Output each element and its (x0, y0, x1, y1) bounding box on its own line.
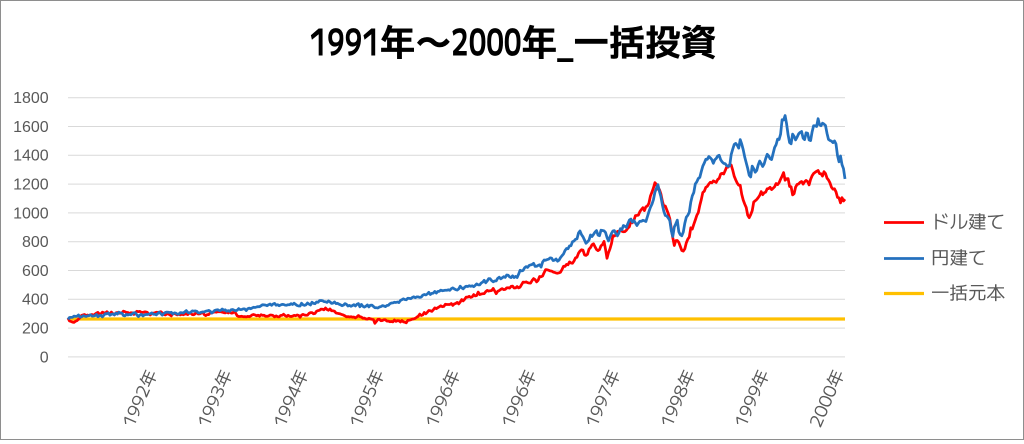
svg-text:1600: 1600 (13, 119, 49, 136)
svg-text:1200: 1200 (13, 177, 49, 194)
svg-text:800: 800 (22, 234, 49, 251)
svg-text:400: 400 (22, 292, 49, 309)
svg-text:600: 600 (22, 263, 49, 280)
svg-text:200: 200 (22, 321, 49, 338)
svg-text:1000: 1000 (13, 205, 49, 222)
svg-text:1400: 1400 (13, 148, 49, 165)
svg-text:0: 0 (40, 349, 49, 366)
svg-text:1800: 1800 (13, 90, 49, 107)
